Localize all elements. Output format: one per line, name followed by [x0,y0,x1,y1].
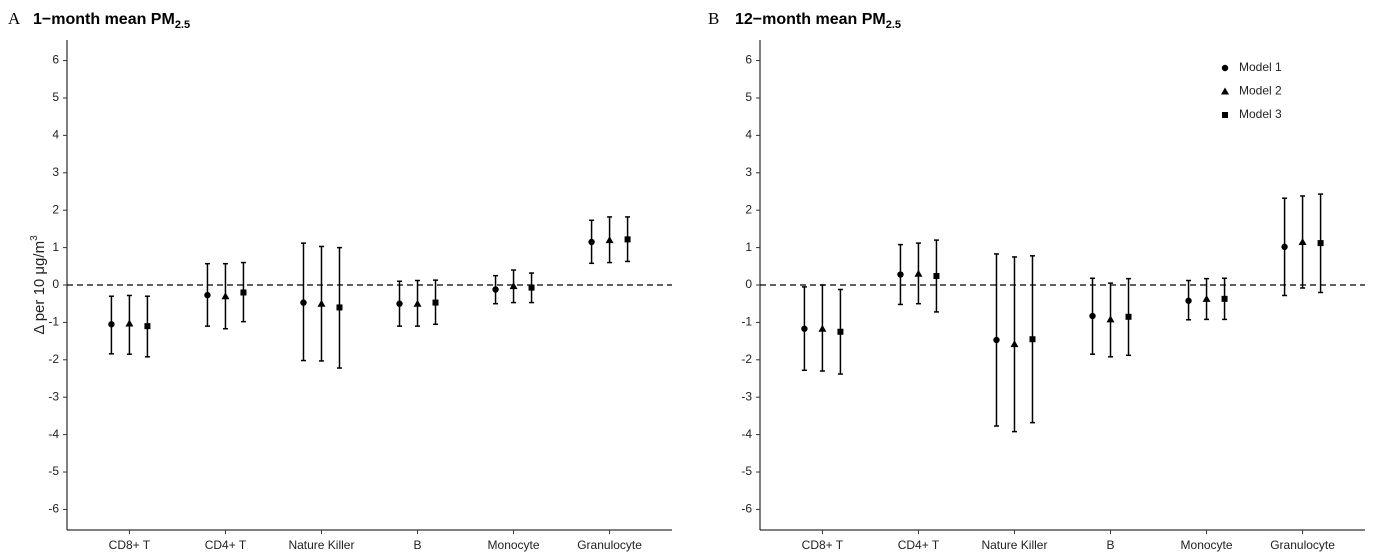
point [1089,312,1096,320]
point [914,269,923,277]
y-tick-label: -5 [741,464,752,478]
y-tick-label: 1 [52,240,59,254]
point [1010,340,1019,348]
y-tick-label: 5 [745,90,752,104]
x-tick-label: Monocyte [488,538,540,552]
chart-title: 1−month mean PM2.5 [33,11,190,31]
y-tick-label: -4 [48,427,59,441]
x-tick-label: B [1107,538,1115,552]
chart-title: 12−month mean PM2.5 [735,11,901,31]
y-tick-label: 2 [745,202,752,216]
y-tick-label: -3 [741,389,752,403]
point [300,299,307,306]
x-tick-label: Nature Killer [288,538,354,552]
point [1029,336,1036,343]
y-tick-label: 3 [745,165,752,179]
y-tick-label: 2 [52,202,59,216]
y-tick-label: -1 [741,315,752,329]
legend-marker [1221,87,1229,95]
point [1298,237,1307,245]
panel-label: A [8,9,21,28]
y-tick-label: 6 [52,53,59,67]
point [897,271,904,278]
point [1185,297,1192,304]
y-tick-label: -2 [48,352,59,366]
point [933,273,940,280]
panel-label: B [708,9,719,28]
y-tick-label: -4 [741,427,752,441]
x-tick-label: CD8+ T [802,538,844,552]
y-label-superscript: 3 [29,235,40,241]
y-tick-label: 4 [52,128,59,142]
x-tick-label: CD8+ T [109,538,151,552]
y-label-main: Δ per 10 μg/m [31,241,48,335]
point [317,299,326,307]
y-tick-label: -5 [48,464,59,478]
y-tick-label: -6 [48,502,59,516]
legend-label: Model 1 [1239,60,1282,74]
point [588,238,595,246]
x-tick-label: Granulocyte [577,538,642,552]
y-tick-label: 4 [745,128,752,142]
legend-marker [1221,64,1229,72]
y-tick-label: 6 [745,53,752,67]
y-tick-label: -1 [48,315,59,329]
y-tick-label: 5 [52,90,59,104]
point [432,299,439,306]
point [1202,294,1211,302]
point [492,286,499,293]
title-main: 1−month mean PM [33,11,175,28]
point [1281,243,1288,251]
point [1106,315,1115,323]
point [413,299,422,307]
point [396,300,403,307]
point [1317,240,1324,247]
y-tick-label: 3 [52,165,59,179]
title-subscript: 2.5 [175,19,190,31]
y-tick-label: -6 [741,502,752,516]
point [837,328,844,335]
point [108,321,115,328]
point [528,284,535,291]
title-subscript: 2.5 [886,19,901,31]
point [204,291,211,299]
point [221,292,230,300]
point [605,236,614,244]
point [509,282,518,290]
x-tick-label: CD4+ T [898,538,940,552]
point [336,304,343,311]
x-tick-label: Granulocyte [1270,538,1335,552]
title-main: 12−month mean PM [735,11,886,28]
y-tick-label: -3 [48,389,59,403]
legend-marker [1222,112,1228,118]
y-tick-label: 0 [52,277,59,291]
point [144,323,151,330]
x-tick-label: Nature Killer [981,538,1047,552]
point [1221,295,1228,302]
point [801,325,808,332]
x-tick-label: Monocyte [1181,538,1233,552]
point [125,319,134,327]
y-tick-label: -2 [741,352,752,366]
point [240,289,247,296]
point [1125,313,1132,320]
point [624,236,631,243]
legend-label: Model 2 [1239,84,1282,98]
point [818,324,827,332]
y-tick-label: 0 [745,277,752,291]
y-axis-label: Δ per 10 μg/m3 [29,235,48,335]
y-tick-label: 1 [745,240,752,254]
legend-label: Model 3 [1239,107,1282,121]
x-tick-label: CD4+ T [205,538,247,552]
x-tick-label: B [414,538,422,552]
point [993,336,1000,344]
